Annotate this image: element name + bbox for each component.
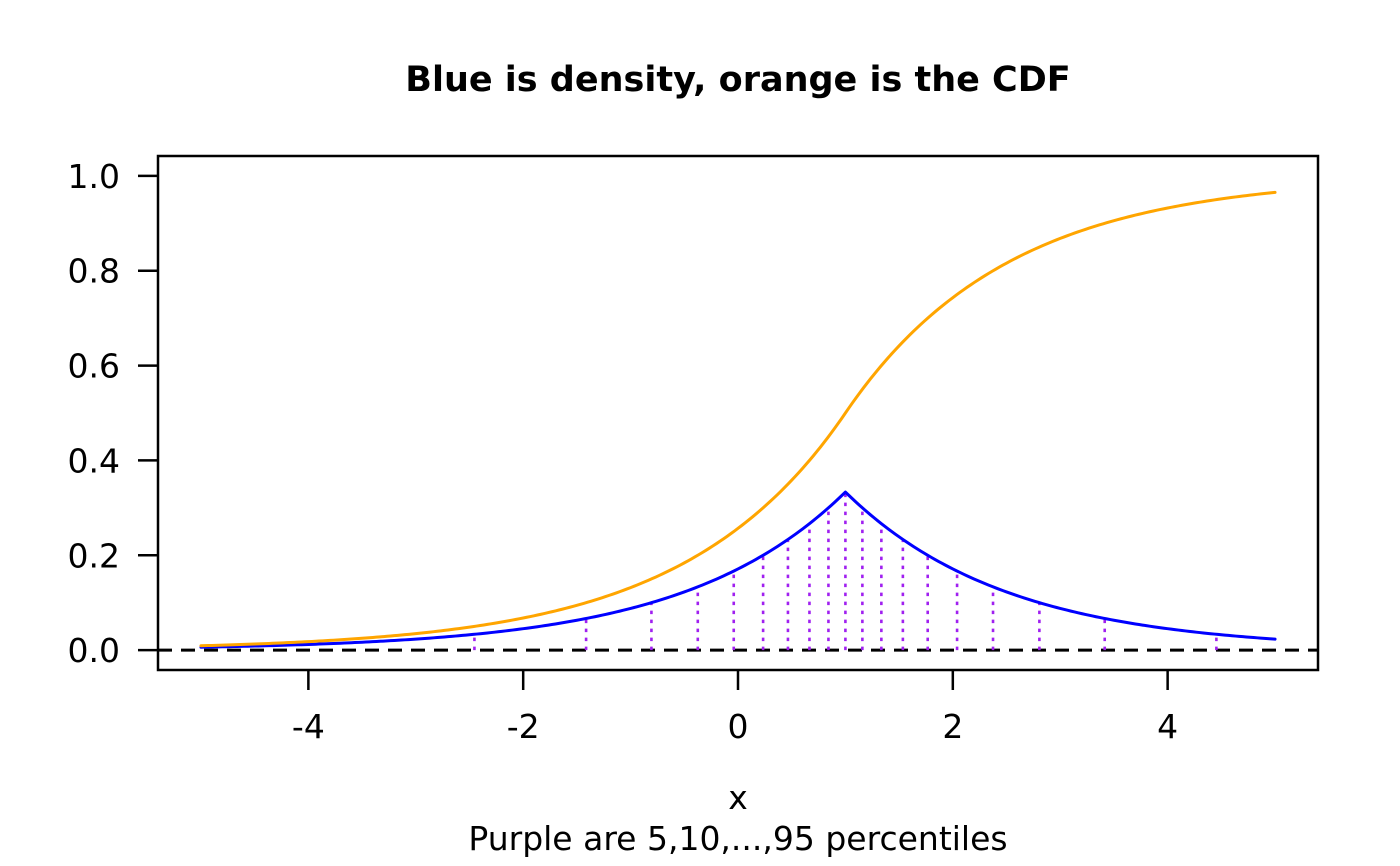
x-axis-label: x bbox=[728, 778, 748, 817]
y-tick-label: 0.2 bbox=[68, 536, 120, 575]
plot-box bbox=[156, 154, 1320, 672]
x-tick-label: 4 bbox=[1157, 707, 1178, 746]
x-tick-label: 0 bbox=[728, 707, 749, 746]
y-tick-label: 1.0 bbox=[68, 157, 120, 196]
cdf-curve bbox=[199, 190, 1277, 648]
y-tick-label: 0.8 bbox=[68, 252, 120, 291]
y-tick-label: 0.0 bbox=[68, 631, 120, 670]
y-tick-label: 0.6 bbox=[68, 347, 120, 386]
y-tick-label: 0.4 bbox=[68, 441, 120, 480]
density-curve bbox=[199, 490, 1277, 649]
x-tick-label: 2 bbox=[942, 707, 963, 746]
chart-title: Blue is density, orange is the CDF bbox=[405, 60, 1070, 100]
plot-area: -4 -2 0 2 4 0.0 0.2 0.4 0.6 0.8 1.0 bbox=[68, 154, 1320, 746]
x-tick-label: -4 bbox=[292, 707, 325, 746]
x-tick-label: -2 bbox=[507, 707, 540, 746]
chart-caption: Purple are 5,10,...,95 percentiles bbox=[468, 819, 1007, 858]
